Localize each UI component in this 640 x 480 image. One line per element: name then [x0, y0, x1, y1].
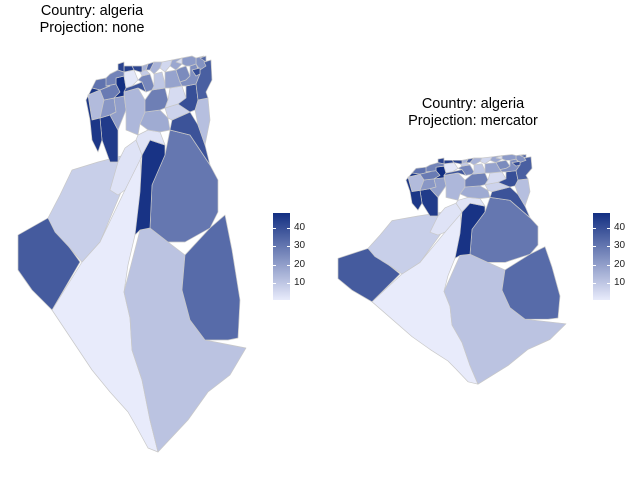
province-skikda [181, 55, 197, 67]
legend-tick-mark [593, 227, 596, 229]
province-aintemouchent [85, 87, 103, 153]
legend-tick-label: 20 [614, 258, 626, 270]
map-panel-mercator: Country: algeria Projection: mercator 10… [320, 0, 640, 480]
legend-tick-label: 40 [294, 221, 306, 233]
legend-tick-mark [607, 246, 610, 248]
choropleth-map [17, 55, 247, 453]
province-medea [137, 73, 155, 93]
province-tiaret [123, 87, 146, 136]
province-tiaret [443, 172, 466, 201]
map-title: Country: algeria Projection: none [0, 3, 252, 37]
legend-color-bar [593, 213, 610, 300]
province-eloued [169, 111, 211, 166]
color-legend: 10 20 30 40 [593, 213, 640, 313]
legend-tick-mark [287, 283, 290, 285]
province-ghardaia [134, 139, 166, 236]
legend-tick-mark [273, 283, 276, 285]
legend-tick-label: 20 [294, 258, 306, 270]
map-title-projection: Projection: mercator [408, 113, 538, 129]
province-ghardaia [454, 202, 486, 259]
legend-tick-mark [607, 283, 610, 285]
legend-tick-label: 40 [614, 221, 626, 233]
province-djelfa [139, 109, 171, 133]
province-bordj [199, 55, 207, 63]
legend-tick-mark [287, 227, 290, 229]
legend-tick-mark [273, 246, 276, 248]
legend-tick-mark [287, 264, 290, 266]
map-panel-no-projection: Country: algeria Projection: none 10 20 30… [0, 3, 305, 453]
map-title-country: Country: algeria [40, 3, 144, 19]
province-bouira [471, 163, 486, 175]
province-bouira [151, 71, 166, 91]
province-souk_ahras [191, 67, 201, 77]
province-illizi [501, 246, 561, 320]
province-illizi [181, 214, 241, 341]
province-skikda [501, 154, 517, 161]
legend-tick-label: 10 [294, 277, 306, 289]
province-msila [144, 87, 169, 113]
province-medea [457, 164, 475, 176]
legend-tick-label: 30 [614, 240, 626, 252]
province-oumelbouaghi [175, 57, 183, 65]
map-title-country: Country: algeria [421, 96, 525, 112]
legend-tick-mark [593, 283, 596, 285]
province-bordj [519, 154, 527, 159]
map-title-projection: Projection: none [39, 20, 145, 36]
province-souk_ahras [511, 161, 521, 167]
legend-tick-mark [607, 264, 610, 266]
legend-tick-mark [593, 264, 596, 266]
legend-tick-mark [287, 246, 290, 248]
legend-tick-label: 10 [614, 277, 626, 289]
province-msila [464, 172, 489, 188]
province-blida [459, 162, 471, 167]
province-eloued [489, 186, 531, 219]
choropleth-map [337, 154, 567, 385]
legend-tick-mark [273, 227, 276, 229]
province-aintemouchent [405, 172, 423, 211]
province-blida [139, 69, 151, 77]
province-djelfa [459, 185, 491, 199]
map-title: Country: algeria Projection: mercator [313, 96, 633, 130]
legend-tick-mark [593, 246, 596, 248]
legend-tick-mark [607, 227, 610, 229]
legend-color-bar [273, 213, 290, 300]
legend-tick-mark [273, 264, 276, 266]
color-legend: 10 20 30 40 [273, 213, 333, 313]
legend-tick-label: 30 [294, 240, 306, 252]
province-oumelbouaghi [495, 155, 503, 160]
province-mila [437, 157, 445, 165]
province-mila [117, 61, 125, 73]
